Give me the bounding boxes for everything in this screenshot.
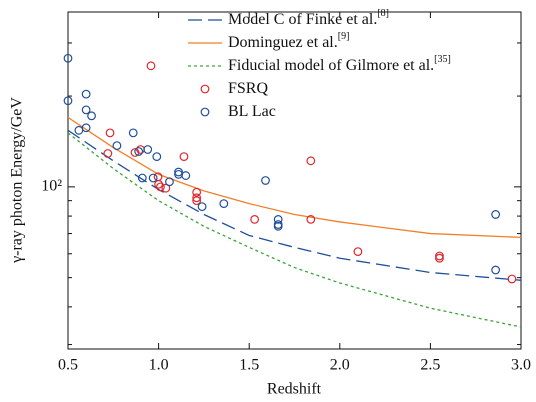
data-point [192, 187, 202, 197]
data-point [273, 220, 283, 229]
legend-name: Fiducial model of Gilmore et al. [228, 57, 434, 74]
data-point [435, 253, 444, 263]
data-point [179, 152, 189, 161]
data-point [128, 128, 138, 138]
legend-name: Model C of Finke et al. [228, 11, 377, 28]
model-curve [67, 132, 522, 328]
data-point [137, 173, 147, 183]
legend-ref: [8] [377, 8, 389, 19]
legend-name: FSRQ [228, 80, 268, 97]
data-point [156, 182, 165, 192]
data-point [74, 125, 84, 135]
data-point [273, 221, 283, 231]
legend-label: Fiducial model of Gilmore et al.[35] [228, 54, 451, 73]
data-point [261, 176, 270, 185]
data-point [63, 96, 73, 106]
legend-ref: [9] [338, 31, 350, 42]
legend-label: FSRQ [228, 80, 268, 97]
data-point [165, 177, 174, 187]
model-curve [67, 116, 522, 239]
data-point [161, 183, 171, 193]
model-curve [67, 129, 522, 281]
x-tick-label: 3.0 [511, 357, 531, 374]
data-point [507, 274, 517, 284]
legend-label: Dominguez et al.[9] [228, 31, 349, 50]
data-point [219, 199, 229, 209]
data-point [81, 89, 91, 99]
data-point [353, 247, 363, 257]
y-tick-label: 10² [41, 178, 62, 195]
data-point [181, 171, 191, 180]
legend-label: Model C of Finke et al.[8] [228, 8, 389, 27]
data-point [105, 128, 115, 138]
x-tick-label: 1.0 [149, 357, 169, 374]
data-point [112, 141, 122, 151]
data-point [81, 105, 91, 115]
data-point [306, 215, 316, 224]
data-point [435, 251, 444, 261]
data-point [192, 193, 202, 203]
data-point [273, 215, 283, 224]
legend-label: BL Lac [228, 103, 276, 120]
data-point [134, 147, 144, 156]
data-point [63, 53, 73, 63]
data-point [491, 210, 501, 219]
x-tick-label: 0.5 [58, 357, 78, 374]
legend-name: Dominguez et al. [228, 34, 338, 51]
legend-name: BL Lac [228, 103, 276, 120]
data-point [192, 196, 202, 206]
x-axis-label: Redshift [267, 381, 322, 398]
data-point [197, 202, 207, 212]
data-point [87, 111, 96, 121]
data-point [306, 156, 316, 166]
data-point [152, 152, 162, 161]
data-point [154, 179, 164, 189]
data-point [103, 149, 113, 158]
data-point [491, 265, 501, 275]
legend-swatch [200, 84, 210, 94]
x-tick-label: 2.0 [330, 357, 350, 374]
data-point [146, 61, 156, 71]
data-point [143, 145, 153, 154]
data-point [250, 215, 260, 224]
data-point [174, 167, 183, 177]
data-point [81, 123, 91, 133]
x-tick-label: 1.5 [239, 357, 259, 374]
plot-frame [67, 11, 522, 350]
y-axis-label: γ-ray photon Energy/GeV [9, 97, 26, 264]
x-tick-label: 2.5 [420, 357, 440, 374]
data-point [148, 173, 158, 183]
legend-swatch [200, 107, 210, 117]
legend-ref: [35] [434, 54, 451, 65]
